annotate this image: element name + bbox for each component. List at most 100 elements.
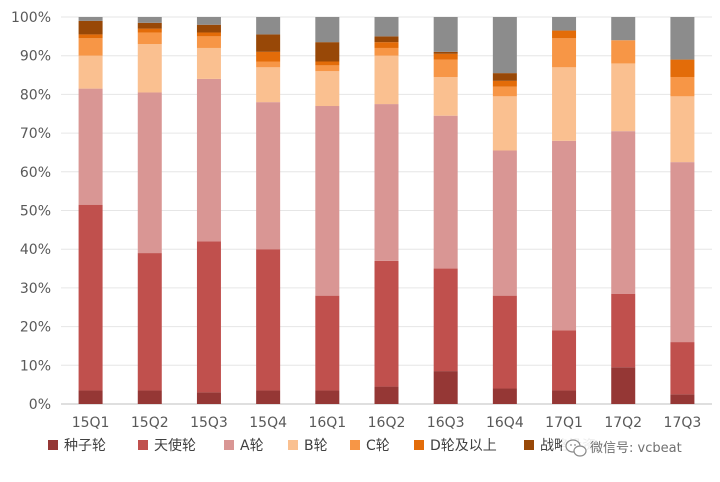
legend-swatch-b: [288, 440, 298, 450]
y-tick-label: 70%: [20, 126, 51, 142]
x-tick-label: 16Q4: [486, 415, 524, 431]
bar-segment-s1: [256, 249, 281, 391]
y-tick-label: 80%: [20, 87, 51, 103]
bar-segment-s2: [433, 115, 458, 269]
bar-stack-15Q1: [78, 17, 103, 404]
bar-stack-17Q1: [552, 17, 577, 404]
bar-segment-s7: [670, 17, 695, 60]
legend-label-b: B轮: [304, 438, 328, 454]
legend-label-angel: 天使轮: [154, 437, 196, 454]
bar-segment-s6: [374, 36, 399, 43]
bar-segment-s7: [433, 17, 458, 52]
y-tick-label: 60%: [20, 165, 51, 181]
bars: [78, 17, 695, 404]
x-tick-label: 17Q3: [664, 415, 702, 431]
bar-segment-s1: [374, 260, 399, 387]
y-tick-label: 30%: [20, 281, 51, 297]
legend-swatch-d: [414, 440, 424, 450]
legend-label-seed: 种子轮: [64, 438, 106, 454]
x-tick-label: 16Q3: [427, 415, 465, 431]
bar-segment-s0: [315, 390, 340, 404]
bar-segment-s5: [256, 51, 281, 62]
legend-item-seed: 种子轮: [48, 438, 106, 454]
bar-segment-s0: [670, 394, 695, 404]
bar-stack-15Q3: [196, 17, 221, 404]
bar-segment-s6: [78, 20, 103, 35]
watermark: 微信号: vcbeat: [562, 434, 706, 460]
x-tick-label: 17Q1: [545, 415, 583, 431]
bar-segment-s5: [137, 28, 162, 33]
bar-segment-s4: [611, 40, 636, 64]
legend-item-a: A轮: [224, 438, 264, 454]
legend-swatch-c: [350, 440, 360, 450]
bar-segment-s1: [196, 241, 221, 393]
bar-segment-s4: [374, 47, 399, 56]
bar-segment-s7: [374, 17, 399, 37]
bar-segment-s5: [492, 80, 517, 87]
bar-segment-s7: [611, 17, 636, 41]
wechat-icon: [565, 439, 587, 457]
bar-segment-s7: [552, 17, 577, 31]
bar-stack-16Q1: [315, 17, 340, 404]
bar-segment-s0: [433, 371, 458, 404]
bar-segment-s7: [78, 17, 103, 21]
bar-segment-s3: [315, 71, 340, 107]
bar-segment-s0: [374, 386, 399, 404]
bar-segment-s4: [137, 32, 162, 45]
bar-segment-s7: [315, 17, 340, 43]
legend: 种子轮 天使轮 A轮 B轮 C轮 D轮及以上: [48, 437, 596, 454]
bar-segment-s1: [611, 293, 636, 368]
x-tick-label: 16Q1: [308, 415, 346, 431]
legend-item-c: C轮: [350, 438, 390, 454]
bar-segment-s5: [315, 61, 340, 66]
bar-segment-s3: [78, 55, 103, 89]
bar-segment-s6: [256, 34, 281, 52]
bar-segment-s1: [552, 330, 577, 391]
bar-segment-s7: [196, 17, 221, 25]
bar-segment-s4: [433, 59, 458, 77]
bar-stack-15Q4: [256, 17, 281, 404]
bar-segment-s0: [256, 390, 281, 404]
legend-swatch-angel: [138, 440, 148, 450]
bar-segment-s2: [492, 150, 517, 296]
y-tick-label: 10%: [20, 358, 51, 374]
bar-segment-s0: [196, 392, 221, 404]
bar-segment-s2: [196, 78, 221, 242]
bar-segment-s2: [256, 102, 281, 250]
x-tick-label: 15Q4: [249, 415, 287, 431]
bar-segment-s1: [137, 253, 162, 391]
watermark-text: 微信号: vcbeat: [590, 441, 682, 456]
bar-segment-s3: [196, 47, 221, 79]
bar-segment-s6: [315, 42, 340, 62]
bar-segment-s2: [78, 88, 103, 205]
bar-segment-s1: [315, 295, 340, 391]
bar-segment-s0: [137, 390, 162, 404]
legend-swatch-seed: [48, 440, 58, 450]
bar-segment-s4: [552, 38, 577, 68]
legend-item-d: D轮及以上: [414, 438, 497, 454]
legend-label-c: C轮: [366, 438, 390, 454]
bar-segment-s4: [315, 65, 340, 72]
bar-segment-s7: [492, 17, 517, 74]
y-tick-label: 0%: [29, 397, 51, 413]
bar-segment-s5: [670, 59, 695, 77]
bar-segment-s6: [492, 73, 517, 81]
bar-segment-s5: [78, 34, 103, 39]
bar-segment-s7: [256, 17, 281, 35]
bar-segment-s1: [492, 295, 517, 389]
bar-segment-s3: [433, 76, 458, 116]
y-tick-label: 20%: [20, 320, 51, 336]
bar-stack-16Q4: [492, 17, 517, 404]
watermark-backdrop: [562, 434, 706, 460]
bar-segment-s7: [137, 17, 162, 23]
bar-segment-s0: [611, 367, 636, 404]
y-tick-label: 100%: [11, 10, 51, 26]
bar-segment-s0: [552, 390, 577, 404]
bar-segment-s3: [670, 96, 695, 163]
bar-stack-16Q3: [433, 17, 458, 404]
bar-segment-s2: [374, 104, 399, 261]
bar-segment-s3: [256, 67, 281, 103]
bar-segment-s3: [552, 67, 577, 141]
legend-item-angel: 天使轮: [138, 437, 196, 454]
